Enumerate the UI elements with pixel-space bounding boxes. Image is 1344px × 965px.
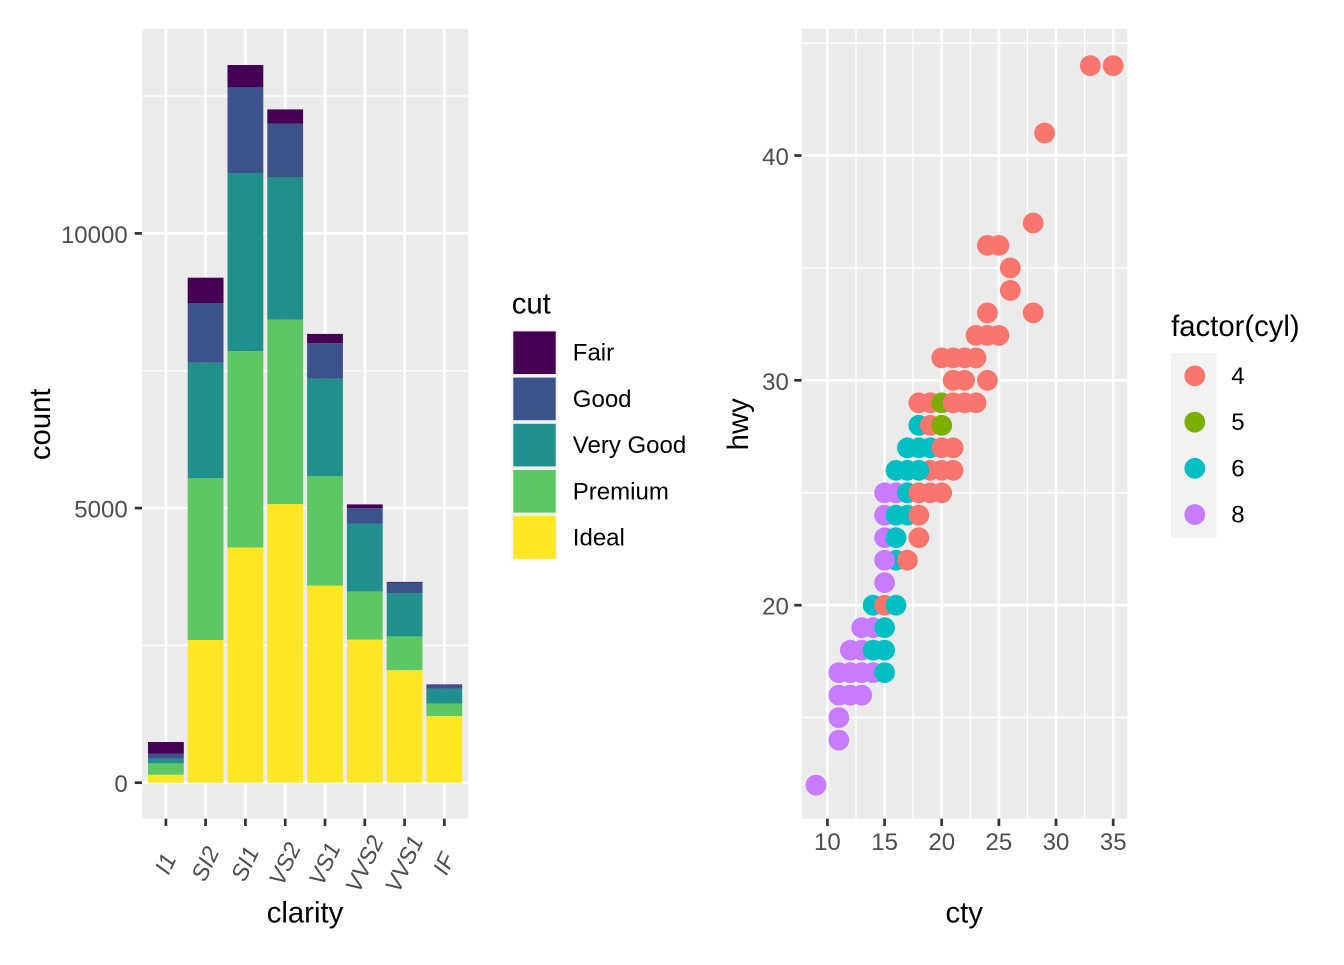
svg-text:Premium: Premium: [573, 478, 669, 505]
svg-text:5000: 5000: [74, 497, 127, 524]
svg-text:Fair: Fair: [573, 340, 614, 367]
svg-text:6: 6: [1231, 455, 1244, 482]
svg-text:5: 5: [1231, 409, 1244, 436]
svg-text:factor(cyl): factor(cyl): [1171, 310, 1300, 343]
svg-text:cut: cut: [512, 288, 551, 321]
svg-text:count: count: [24, 388, 57, 460]
svg-text:35: 35: [1100, 829, 1127, 856]
svg-text:10000: 10000: [61, 222, 128, 249]
svg-text:15: 15: [871, 829, 898, 856]
svg-text:8: 8: [1231, 502, 1244, 529]
svg-text:0: 0: [114, 771, 127, 798]
svg-text:10: 10: [814, 829, 841, 856]
svg-text:Good: Good: [573, 386, 632, 413]
svg-text:40: 40: [762, 144, 789, 171]
svg-text:Very Good: Very Good: [573, 432, 686, 459]
svg-text:Ideal: Ideal: [573, 525, 625, 552]
svg-text:cty: cty: [945, 896, 983, 929]
svg-text:20: 20: [762, 594, 789, 621]
svg-text:clarity: clarity: [267, 896, 344, 929]
svg-text:4: 4: [1231, 363, 1244, 390]
svg-text:hwy: hwy: [722, 398, 755, 450]
svg-text:30: 30: [762, 369, 789, 396]
svg-text:20: 20: [928, 829, 955, 856]
svg-text:25: 25: [986, 829, 1013, 856]
svg-text:30: 30: [1043, 829, 1070, 856]
